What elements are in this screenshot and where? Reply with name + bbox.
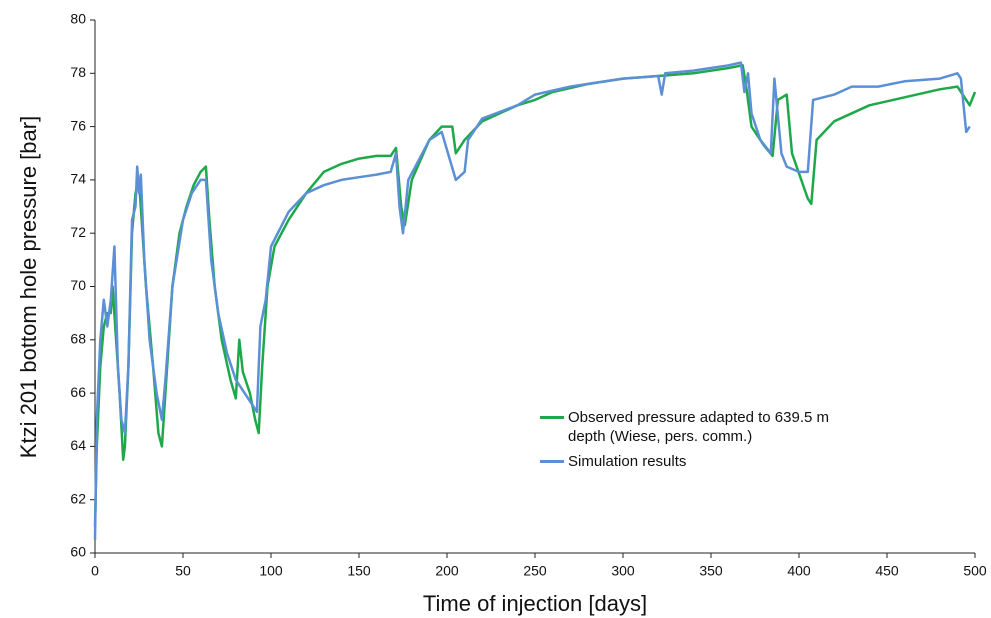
legend: Observed pressure adapted to 639.5 m dep… bbox=[540, 408, 830, 477]
x-tick-label: 450 bbox=[875, 563, 899, 579]
x-tick-label: 0 bbox=[91, 563, 99, 579]
x-tick-label: 150 bbox=[347, 563, 371, 579]
y-tick-label: 66 bbox=[70, 384, 86, 400]
y-tick-label: 68 bbox=[70, 331, 86, 347]
y-tick-label: 62 bbox=[70, 490, 86, 506]
legend-entry: Observed pressure adapted to 639.5 m dep… bbox=[540, 408, 830, 446]
x-tick-label: 300 bbox=[611, 563, 635, 579]
x-tick-label: 100 bbox=[259, 563, 283, 579]
x-tick-label: 400 bbox=[787, 563, 811, 579]
x-axis-label: Time of injection [days] bbox=[423, 591, 647, 616]
x-tick-label: 350 bbox=[699, 563, 723, 579]
legend-swatch bbox=[540, 460, 564, 463]
x-tick-label: 50 bbox=[175, 563, 191, 579]
x-tick-label: 200 bbox=[435, 563, 459, 579]
y-tick-label: 60 bbox=[70, 544, 86, 560]
x-tick-label: 500 bbox=[963, 563, 987, 579]
legend-label: Observed pressure adapted to 639.5 m dep… bbox=[568, 409, 829, 445]
series-line bbox=[93, 64, 977, 527]
legend-entry: Simulation results bbox=[540, 452, 830, 471]
series-line bbox=[93, 61, 971, 540]
legend-swatch bbox=[540, 416, 564, 419]
legend-label: Simulation results bbox=[568, 453, 687, 470]
y-tick-label: 74 bbox=[70, 171, 86, 187]
x-tick-label: 250 bbox=[523, 563, 547, 579]
y-tick-label: 72 bbox=[70, 224, 86, 240]
y-tick-label: 64 bbox=[70, 437, 86, 453]
y-tick-label: 76 bbox=[70, 117, 86, 133]
y-axis-label: Ktzi 201 bottom hole pressure [bar] bbox=[16, 116, 41, 458]
y-tick-label: 80 bbox=[70, 11, 86, 27]
y-tick-label: 78 bbox=[70, 64, 86, 80]
y-tick-label: 70 bbox=[70, 277, 86, 293]
